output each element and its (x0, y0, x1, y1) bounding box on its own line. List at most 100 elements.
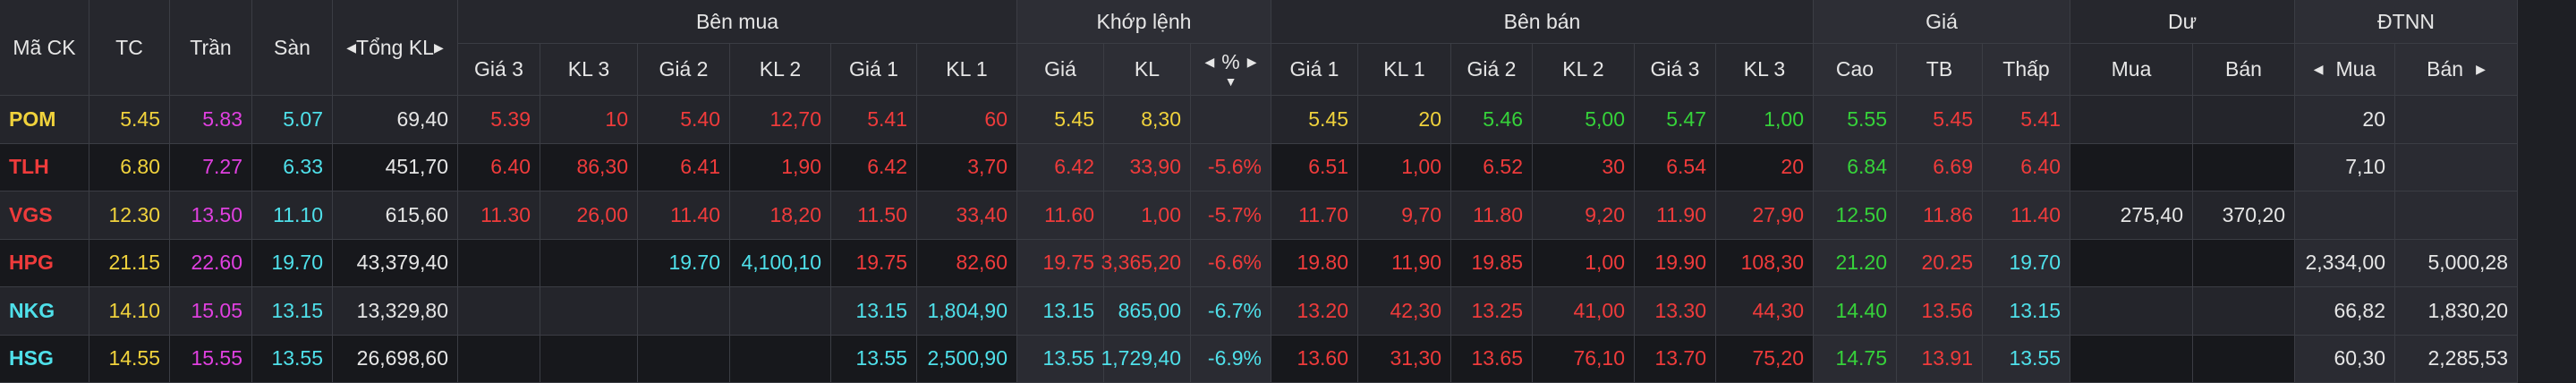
cell-sell-price-3[interactable]: 5.47 (1635, 96, 1716, 144)
cell-buy-price-2[interactable]: 11.40 (638, 192, 730, 240)
cell-buy-price-3[interactable] (458, 239, 540, 287)
cell-buy-price-1[interactable]: 11.50 (831, 192, 917, 240)
cell-buy-price-3[interactable] (458, 335, 540, 383)
cell-buy-price-2[interactable] (638, 287, 730, 336)
cell-buy-price-3-value: 6.40 (490, 155, 531, 179)
arrow-left-icon[interactable]: ◀ (2313, 62, 2324, 76)
cell-sell-price-3[interactable]: 11.90 (1635, 192, 1716, 240)
header-sell-price-2[interactable]: Giá 2 (1451, 44, 1533, 96)
cell-sell-vol-1: 20 (1358, 96, 1451, 144)
header-floor[interactable]: Sàn (252, 0, 333, 96)
cell-buy-price-1[interactable]: 13.55 (831, 335, 917, 383)
header-buy-vol-1[interactable]: KL 1 (917, 44, 1017, 96)
cell-buy-price-1[interactable]: 5.41 (831, 96, 917, 144)
header-low[interactable]: Thấp (1983, 44, 2070, 96)
header-buy-price-3[interactable]: Giá 3 (458, 44, 540, 96)
cell-buy-price-3[interactable]: 11.30 (458, 192, 540, 240)
cell-sell-price-2[interactable]: 6.52 (1451, 143, 1533, 192)
cell-symbol[interactable]: HPG (0, 239, 89, 287)
cell-buy-price-2[interactable]: 19.70 (638, 239, 730, 287)
header-sell-vol-2[interactable]: KL 2 (1533, 44, 1635, 96)
header-foreign-sell[interactable]: Bán ▶ (2395, 44, 2518, 96)
header-remain-sell[interactable]: Bán (2193, 44, 2295, 96)
header-buy-price-1[interactable]: Giá 1 (831, 44, 917, 96)
cell-match-pct: -6.9% (1191, 335, 1271, 383)
header-match-pct[interactable]: ◀ % ▶ ▼ (1191, 44, 1271, 96)
cell-symbol[interactable]: POM (0, 96, 89, 144)
header-high[interactable]: Cao (1814, 44, 1897, 96)
cell-foreign-buy: 2,334,00 (2295, 239, 2395, 287)
header-sell-price-1[interactable]: Giá 1 (1271, 44, 1358, 96)
header-match-vol[interactable]: KL (1104, 44, 1191, 96)
header-symbol[interactable]: Mã CK (0, 0, 89, 96)
cell-high: 5.55 (1814, 96, 1897, 144)
cell-buy-price-2[interactable]: 6.41 (638, 143, 730, 192)
header-buy-vol-2[interactable]: KL 2 (730, 44, 831, 96)
cell-match-vol: 8,30 (1104, 96, 1191, 144)
cell-match-price-value: 5.45 (1054, 106, 1094, 131)
cell-match-pct: -5.6% (1191, 143, 1271, 192)
header-ceil[interactable]: Trần (170, 0, 252, 96)
cell-sell-price-1[interactable]: 11.70 (1271, 192, 1358, 240)
cell-sell-price-2[interactable]: 11.80 (1451, 192, 1533, 240)
header-avg[interactable]: TB (1897, 44, 1983, 96)
cell-ref: 12.30 (89, 192, 170, 240)
cell-sell-price-1[interactable]: 13.20 (1271, 287, 1358, 336)
cell-sell-price-1[interactable]: 19.80 (1271, 239, 1358, 287)
cell-buy-price-3[interactable]: 5.39 (458, 96, 540, 144)
header-sell-vol-1[interactable]: KL 1 (1358, 44, 1451, 96)
cell-sell-price-2[interactable]: 19.85 (1451, 239, 1533, 287)
cell-sell-price-1[interactable]: 13.60 (1271, 335, 1358, 383)
header-sell-price-2-label: Giá 2 (1467, 57, 1517, 81)
cell-symbol[interactable]: NKG (0, 287, 89, 336)
cell-buy-price-2[interactable] (638, 335, 730, 383)
cell-sell-price-1[interactable]: 6.51 (1271, 143, 1358, 192)
cell-sell-price-1[interactable]: 5.45 (1271, 96, 1358, 144)
cell-buy-price-1[interactable]: 19.75 (831, 239, 917, 287)
header-remain-buy[interactable]: Mua (2070, 44, 2193, 96)
cell-buy-price-3[interactable]: 6.40 (458, 143, 540, 192)
header-match-price[interactable]: Giá (1017, 44, 1104, 96)
arrow-right-icon[interactable]: ▶ (433, 39, 444, 55)
cell-symbol[interactable]: HSG (0, 335, 89, 383)
cell-sell-price-2[interactable]: 13.25 (1451, 287, 1533, 336)
cell-low: 5.41 (1983, 96, 2070, 144)
sort-down-icon[interactable]: ▼ (1224, 74, 1237, 89)
cell-buy-vol-1-value: 3,70 (967, 155, 1007, 179)
header-sell-price-3[interactable]: Giá 3 (1635, 44, 1716, 96)
cell-sell-vol-3: 44,30 (1716, 287, 1814, 336)
cell-remain-sell (2193, 143, 2295, 192)
cell-buy-price-2[interactable]: 5.40 (638, 96, 730, 144)
arrow-right-icon[interactable]: ▶ (1246, 55, 1257, 69)
cell-symbol[interactable]: TLH (0, 143, 89, 192)
cell-sell-price-3[interactable]: 6.54 (1635, 143, 1716, 192)
cell-sell-price-3[interactable]: 13.30 (1635, 287, 1716, 336)
header-buy-price-2-label: Giá 2 (659, 57, 709, 81)
cell-foreign-buy: 20 (2295, 96, 2395, 144)
cell-buy-price-1[interactable]: 6.42 (831, 143, 917, 192)
cell-symbol-value: VGS (9, 202, 53, 226)
cell-sell-vol-2-value: 9,20 (1585, 202, 1625, 226)
cell-symbol[interactable]: VGS (0, 192, 89, 240)
header-buy-price-2[interactable]: Giá 2 (638, 44, 730, 96)
cell-buy-price-3[interactable] (458, 287, 540, 336)
header-sell-vol-3[interactable]: KL 3 (1716, 44, 1814, 96)
header-ref[interactable]: TC (89, 0, 170, 96)
header-buy-vol-3[interactable]: KL 3 (540, 44, 638, 96)
header-foreign-buy[interactable]: ◀ Mua (2295, 44, 2395, 96)
cell-sell-price-3[interactable]: 19.90 (1635, 239, 1716, 287)
cell-sell-price-2[interactable]: 5.46 (1451, 96, 1533, 144)
arrow-right-icon[interactable]: ▶ (2476, 62, 2486, 76)
cell-avg: 6.69 (1897, 143, 1983, 192)
arrow-left-icon[interactable]: ◀ (1204, 55, 1215, 69)
cell-foreign-sell (2395, 96, 2518, 144)
cell-match-price-value: 13.15 (1042, 298, 1094, 322)
cell-sell-vol-2: 30 (1533, 143, 1635, 192)
cell-sell-price-3[interactable]: 13.70 (1635, 335, 1716, 383)
cell-avg: 20.25 (1897, 239, 1983, 287)
cell-buy-vol-2-value: 18,20 (769, 202, 821, 226)
cell-buy-price-1[interactable]: 13.15 (831, 287, 917, 336)
header-total-volume[interactable]: ◀ Tổng KL ▶ (333, 0, 458, 96)
cell-sell-price-2[interactable]: 13.65 (1451, 335, 1533, 383)
arrow-left-icon[interactable]: ◀ (346, 39, 357, 55)
